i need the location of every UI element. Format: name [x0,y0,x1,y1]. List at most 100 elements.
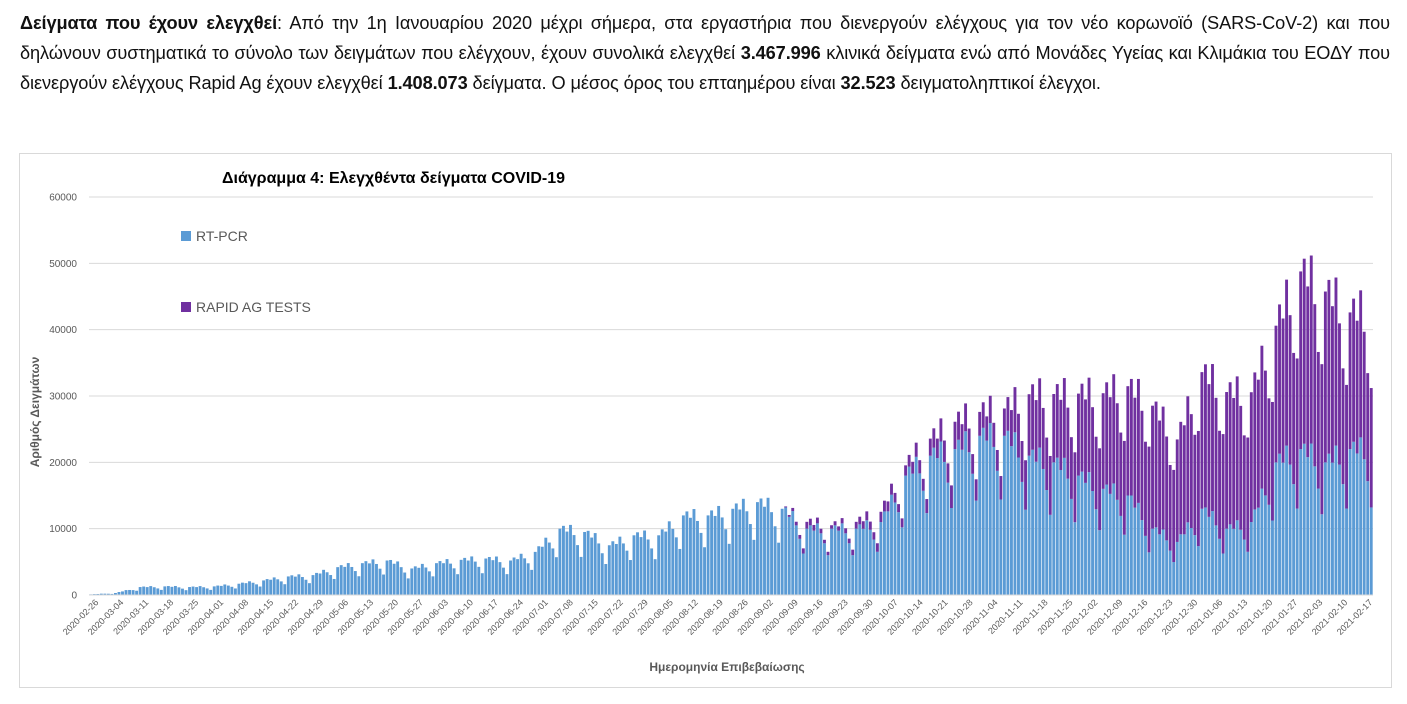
bar-rapid [1278,304,1281,454]
bar-rtpcr [1091,491,1095,595]
bar-rtpcr [1009,446,1013,595]
bar-rtpcr [710,510,714,595]
bar-rtpcr [904,475,908,595]
bar-rtpcr [367,563,371,595]
bar-rtpcr [230,586,234,595]
bar-rtpcr [505,574,509,595]
bar-rtpcr [403,572,407,595]
bar-rapid [890,483,893,495]
bar-rtpcr [417,567,421,595]
bar-rtpcr [1366,481,1370,595]
bar-rapid [1087,377,1091,473]
bar-rapid [819,528,823,534]
bar-rtpcr [777,542,781,595]
bar-rapid [1292,352,1296,485]
bar-rtpcr [1267,504,1271,595]
bar-rapid [1211,364,1214,512]
bar-rtpcr [276,579,280,595]
bar-rtpcr [1073,522,1077,595]
bar-rapid [1133,397,1137,508]
bar-rtpcr [413,566,417,595]
bar-rapid [1352,298,1356,442]
bar-rapid [883,500,886,512]
bar-rtpcr [1369,507,1373,595]
bar-rapid [1313,304,1317,467]
bar-rapid [1225,392,1229,529]
bar-rapid [1302,258,1306,444]
bar-rtpcr [1306,457,1310,595]
bar-rtpcr [551,548,555,595]
bar-rtpcr [1221,553,1225,595]
bar-rapid [1359,290,1363,438]
bar-rtpcr [745,511,749,595]
bar-rtpcr [1024,509,1027,595]
bar-rapid [1066,407,1070,479]
bar-rtpcr [727,543,731,595]
bar-rtpcr [456,574,460,595]
bar-rtpcr [720,517,724,595]
bar-rtpcr [1006,430,1010,595]
bar-rtpcr [893,502,897,595]
bar-rtpcr [787,516,791,595]
bar-rtpcr [244,583,248,595]
bar-rtpcr [431,576,435,595]
bar-rapid [879,511,883,523]
bar-rapid [964,403,968,432]
bar-rtpcr [1302,443,1306,595]
bar-rtpcr [1041,468,1045,595]
bar-rapid [1288,315,1292,465]
bar-rapid [1091,407,1095,492]
bar-rtpcr [738,509,742,595]
y-tick-label: 20000 [49,458,77,469]
bar-rtpcr [530,569,534,595]
bar-rtpcr [392,563,396,595]
bar-rapid [1253,372,1257,510]
bar-rtpcr [135,590,139,595]
bar-rtpcr [1295,508,1299,595]
bar-rapid [1140,410,1144,521]
legend-swatch-rapid [181,302,191,312]
bar-rtpcr [1281,462,1285,595]
bar-rtpcr [435,563,438,595]
bar-rtpcr [198,586,202,595]
bar-rtpcr [523,558,527,595]
bar-rtpcr [329,575,333,595]
bar-rtpcr [477,566,481,595]
bar-rtpcr [519,553,523,595]
bar-rtpcr [847,543,851,595]
bar-rapid [957,411,960,440]
bar-rtpcr [1362,459,1366,595]
bar-rapid [1112,374,1116,484]
bar-rapid [1129,378,1133,496]
bar-rtpcr [1207,516,1211,595]
bar-rapid [1094,436,1098,510]
bar-rapid [904,465,908,476]
bar-rapid [1214,397,1218,526]
bar-rtpcr [142,586,146,595]
bar-rtpcr [251,582,255,595]
bar-rtpcr [1129,495,1133,595]
bar-rtpcr [696,520,699,595]
bar-rtpcr [170,586,174,595]
bar-rapid [900,518,904,528]
bar-rtpcr [1017,457,1020,595]
bar-rtpcr [480,573,484,595]
bar-rtpcr [346,563,350,595]
bar-rapid [865,511,869,521]
bar-rtpcr [562,525,565,595]
bar-rtpcr [1249,522,1253,595]
bar-rapid [971,454,975,474]
bar-rtpcr [343,566,347,595]
bar-rtpcr [1098,530,1102,595]
bar-rtpcr [815,523,819,595]
bar-rapid [1108,397,1112,494]
bar-rtpcr [364,561,368,595]
bar-rtpcr [667,521,671,595]
bar-rtpcr [163,586,167,595]
bar-rtpcr [752,539,756,595]
y-tick-label: 60000 [49,193,77,204]
bar-rtpcr [1168,550,1172,595]
bar-rtpcr [770,512,774,595]
bar-rtpcr [995,470,999,595]
bar-rapid [978,411,982,436]
